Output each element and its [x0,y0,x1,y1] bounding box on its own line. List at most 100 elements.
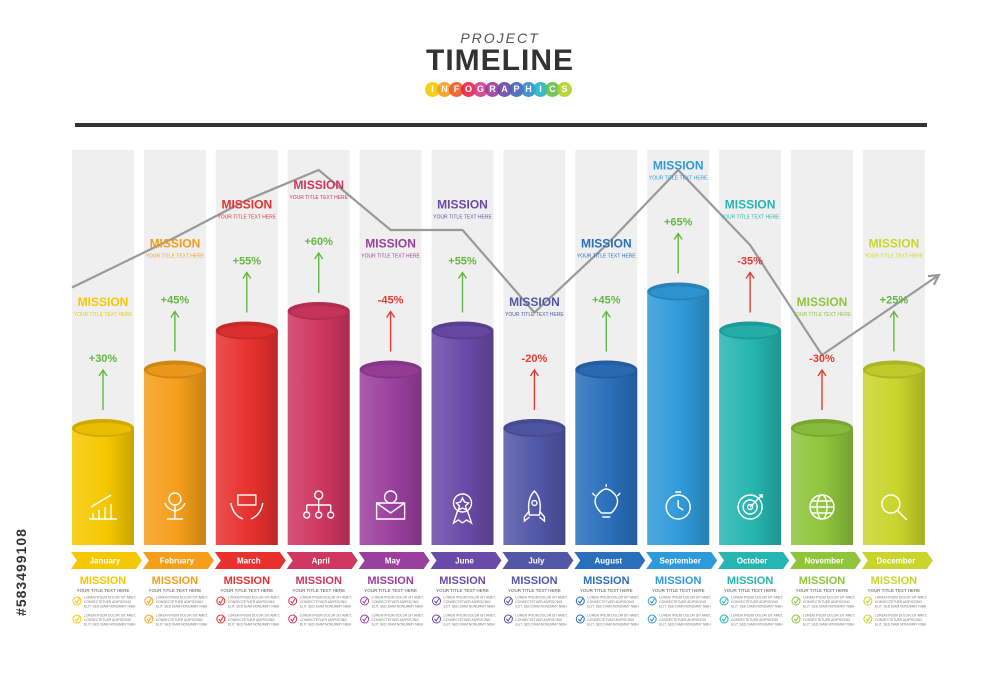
lorem-text: ELIT. SED DIAM NONUMMY NIBH [300,605,352,609]
check-icon [432,614,441,624]
lorem-text: LOREM IPSUM DOLOR SIT AMET, [803,614,855,618]
lorem-text: ELIT. SED DIAM NONUMMY NIBH [875,605,927,609]
lorem-text: ELIT. SED DIAM NONUMMY NIBH [587,605,639,609]
check-mark [577,598,584,604]
lower-mission-subtitle: YOUR TITLE TEXT HERE [364,588,417,593]
lorem-text: LOREM IPSUM DOLOR SIT AMET, [803,596,855,600]
check-mark [74,598,80,604]
growth-arrowhead [386,310,396,318]
growth-arrowhead [817,368,827,377]
upper-mission-subtitle: YOUR TITLE TEXT HERE [433,215,492,221]
lower-mission-title: MISSION [727,575,774,587]
lorem-text: LOREM IPSUM DOLOR SIT AMET, [659,596,711,600]
upper-mission-title: MISSION [509,295,560,309]
lorem-text: CONSECTETUER ADIPISCING [587,600,635,604]
growth-arrowhead [170,310,180,318]
light-bulb-icon [591,484,621,518]
check-mark [721,616,728,622]
growth-arrowhead [889,310,899,318]
infographics-letter: H [521,82,536,97]
bar-top-inner [362,364,419,377]
lorem-text: ELIT. SED DIAM NONUMMY NIBH [444,623,496,627]
check-icon [72,614,82,624]
month-band [790,552,861,569]
month-label: January [90,557,121,566]
check-mark [434,616,440,622]
money-hands-icon [230,494,264,520]
month-label: March [237,557,261,566]
upper-mission-title: MISSION [653,159,704,173]
lorem-text: CONSECTETUER ADIPISCING [228,618,276,622]
money-plant-icon [164,492,186,520]
upper-mission-subtitle: YOUR TITLE TEXT HERE [146,254,205,260]
value-label: +45% [592,295,621,307]
lorem-text: LOREM IPSUM DOLOR SIT AMET, [84,614,136,618]
check-icon [72,596,82,606]
value-label: +25% [880,295,909,307]
bar [215,330,278,545]
infographics-letter: F [449,82,464,97]
value-label: +30% [89,353,118,365]
lorem-text: ELIT. SED DIAM NONUMMY NIBH [659,605,711,609]
lorem-text: LOREM IPSUM DOLOR SIT AMET, [156,614,208,618]
lower-mission-subtitle: YOUR TITLE TEXT HERE [724,588,777,593]
check-mark [506,598,512,604]
lorem-text: LOREM IPSUM DOLOR SIT AMET, [300,614,352,618]
lorem-text: ELIT. SED DIAM NONUMMY NIBH [515,605,567,609]
bar-top-inner [146,364,203,377]
lorem-text: LOREM IPSUM DOLOR SIT AMET, [515,614,567,618]
lower-mission-title: MISSION [80,575,127,587]
check-icon [863,596,873,606]
trend-arrowhead [927,273,941,286]
check-mark [865,598,871,604]
month-label: May [385,557,401,566]
upper-mission-subtitle: YOUR TITLE TEXT HERE [865,254,924,260]
lorem-text: ELIT. SED DIAM NONUMMY NIBH [659,623,711,627]
lorem-text: CONSECTETUER ADIPISCING [515,600,563,604]
check-icon [575,596,585,606]
check-icon [144,596,154,606]
check-mark [649,598,656,604]
growth-arrowhead [601,310,611,318]
lorem-text: LOREM IPSUM DOLOR SIT AMET, [372,614,424,618]
bar [431,330,494,545]
lower-mission-title: MISSION [655,575,702,587]
check-mark [74,616,80,622]
lorem-text: ELIT. SED DIAM NONUMMY NIBH [372,605,424,609]
lorem-text: LOREM IPSUM DOLOR SIT AMET, [587,596,639,600]
growth-chart-icon [89,494,117,520]
month-label: November [804,557,843,566]
target-icon [737,494,763,520]
check-icon [360,614,370,624]
check-mark [146,598,152,604]
infographics-letter: S [557,82,572,97]
bar [791,428,853,545]
lorem-text: LOREM IPSUM DOLOR SIT AMET, [659,614,711,618]
bar-top-inner [75,423,131,435]
bar [719,330,782,545]
check-mark [290,598,296,604]
month-band [502,552,574,569]
lorem-text: CONSECTETUER ADIPISCING [372,618,420,622]
team-hierarchy-icon [303,490,335,519]
check-icon [719,614,729,624]
lorem-text: CONSECTETUER ADIPISCING [444,600,492,604]
check-icon [863,614,873,624]
upper-mission-subtitle: YOUR TITLE TEXT HERE [74,312,133,318]
check-mark [793,616,799,622]
growth-arrowhead [673,232,683,240]
lorem-text: LOREM IPSUM DOLOR SIT AMET, [372,596,424,600]
upper-mission-title: MISSION [437,198,488,212]
growth-arrowhead [745,271,755,279]
lorem-text: LOREM IPSUM DOLOR SIT AMET, [515,596,567,600]
bar-top-inner [865,364,922,377]
lorem-text: ELIT. SED DIAM NONUMMY NIBH [156,605,208,609]
value-label: +45% [161,295,190,307]
growth-arrowhead [242,271,252,279]
upper-mission-subtitle: YOUR TITLE TEXT HERE [217,215,276,221]
